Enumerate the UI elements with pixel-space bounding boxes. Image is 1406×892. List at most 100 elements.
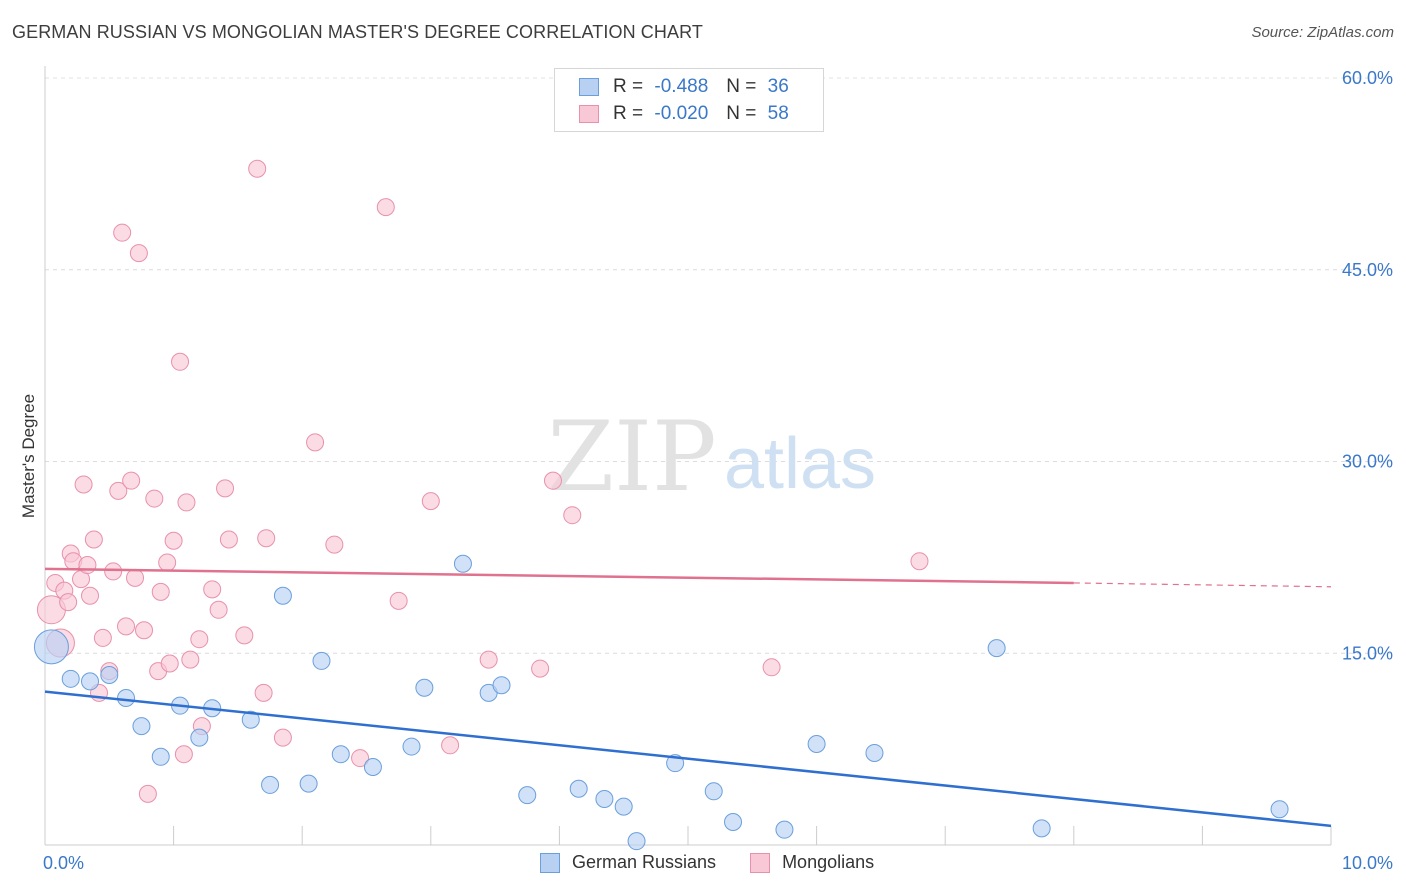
mongolians-point [216,479,235,498]
mongolians-point [351,749,370,768]
german-russians-point [453,554,472,573]
german-russians-point [81,672,100,691]
legend-r-label: R = [613,103,644,124]
mongolians-point [219,530,238,549]
legend-item-german-russians[interactable]: German Russians [540,852,716,873]
series-legend: German Russians Mongolians [540,852,908,873]
german-russians-point [363,758,382,777]
axes [44,66,1332,846]
legend-item-mongolians[interactable]: Mongolians [750,852,874,873]
mongolians-point [81,586,100,605]
mongolians-point [543,471,562,490]
german-russians-point [33,629,69,665]
german-russians-point [865,743,884,762]
mongolians-point [235,626,254,645]
german-russians-point [627,832,646,851]
german-russians-point [704,782,723,801]
german-russians-point [190,728,209,747]
mongolians-point [254,683,273,702]
mongolians-point [257,529,276,548]
mongolians-point [174,745,193,764]
mongolians-point [248,159,267,178]
mongolians-point [376,198,395,217]
legend-label: German Russians [572,852,717,872]
german-russians-point [569,779,588,798]
german-russians-point [61,669,80,688]
mongolians-trend-extension [1073,582,1332,588]
mongolians-point [181,650,200,669]
german-russians-point [261,775,280,794]
tick-labels: 15.0% 30.0% 45.0% 60.0% 0.0% 10.0% [43,68,1393,873]
mongolians-point [145,489,164,508]
legend-n-value: 36 [767,76,789,97]
mongolians-trend-line [44,567,1074,585]
german-russians-point [807,735,826,754]
mongolians-point [117,617,136,636]
mongolians-point [563,506,582,525]
german-russians-point [273,586,292,605]
german-russians-point [132,717,151,736]
legend-row-mongolians: R = -0.020 N = 58 [579,102,789,126]
legend-n-label: N = [726,103,757,124]
german-russians-point [117,688,136,707]
y-axis-label: Master's Degree [19,394,38,518]
mongolians-point [164,531,183,550]
legend-label: Mongolians [782,852,875,872]
mongolians-point [151,582,170,601]
german-russians-point [614,797,633,816]
mongolians-point [74,475,93,494]
legend-row-german-russians: R = -0.488 N = 36 [579,75,789,99]
german-russians-point [312,651,331,670]
trend-lines [44,567,1332,828]
mongolians-point [138,784,157,803]
german-russians-point [1032,819,1051,838]
legend-n-value: 58 [767,103,789,124]
mongolians-point [126,568,145,587]
mongolians-point [135,621,154,640]
x-tick-label-min: 0.0% [43,853,84,873]
mongolians-point [306,433,325,452]
mongolians-point [177,493,196,512]
german-russians-point [518,786,537,805]
german-russians-point [987,639,1006,658]
y-tick-label: 60.0% [1342,68,1393,88]
legend-swatch-blue [540,852,560,873]
german-russians-point [299,774,318,793]
y-tick-label: 45.0% [1342,260,1393,280]
legend-swatch-pink [579,105,599,123]
legend-r-value: -0.488 [654,76,709,97]
mongolians-point [122,471,141,490]
german-russians-point [1270,800,1289,819]
source-label: Source: ZipAtlas.com [1251,24,1394,41]
mongolians-point [190,630,209,649]
y-tick-label: 30.0% [1342,452,1393,472]
german-russians-points [33,554,1289,851]
chart-title: GERMAN RUSSIAN VS MONGOLIAN MASTER'S DEG… [12,22,703,42]
watermark-atlas: atlas [724,424,876,504]
mongolians-point [441,736,460,755]
mongolians-point [273,728,292,747]
german-russians-point [775,820,794,839]
mongolians-point [84,530,103,549]
mongolians-point [59,593,78,612]
german-russians-point [402,737,421,756]
mongolians-point [762,658,781,677]
mongolians-point [93,628,112,647]
german-russians-point [100,665,119,684]
legend-r-label: R = [613,76,644,97]
mongolians-point [910,552,929,571]
mongolians-point [203,580,222,599]
german-russians-point [724,812,743,831]
grid-lines [45,77,1392,654]
german-russians-trend-line [44,690,1332,828]
mongolians-point [129,244,148,263]
mongolians-point [209,600,228,619]
mongolians-point [171,352,190,371]
mongolians-point [109,481,128,500]
legend-n-label: N = [726,76,757,97]
german-russians-point [415,678,434,697]
mongolians-point [421,492,440,511]
x-tick-label-max: 10.0% [1342,853,1393,873]
y-tick-label: 15.0% [1342,643,1393,663]
